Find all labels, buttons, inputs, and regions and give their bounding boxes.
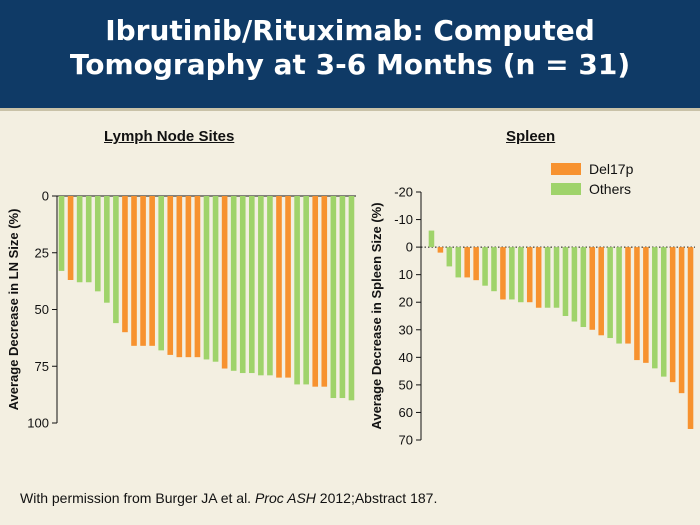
spleen-bar [473,247,479,281]
spleen-ytick-label: 10 [399,267,413,282]
footer-journal: Proc ASH [254,490,316,506]
ln-bar [321,196,328,387]
spleen-bar [518,247,524,303]
spleen-bar [669,247,676,383]
spleen-chart-title: Spleen [506,128,556,145]
title-banner: Ibrutinib/Rituximab: Computed Tomography… [0,0,700,111]
ln-chart-title: Lymph Node Sites [104,128,235,145]
ln-bar [76,196,83,283]
ln-ytick-label: 0 [42,189,49,204]
ln-bar [131,196,137,346]
ln-bar [140,196,146,346]
ln-bar [94,196,101,292]
ln-bar [122,196,128,333]
spleen-ytick-label: -10 [394,212,413,227]
ln-bar [104,196,110,303]
spleen-bar [491,247,497,292]
spleen-y-axis-label: Average Decrease in Spleen Size (%) [369,202,384,429]
spleen-ytick-label: 40 [399,350,413,365]
ln-ytick-label: 50 [35,302,49,317]
spleen-bar [589,247,596,330]
spleen-ytick-label: 70 [399,433,413,448]
ln-bar [67,196,74,280]
ln-bar [58,196,65,271]
ln-bar [312,196,319,387]
spleen-bar [571,247,578,322]
ln-bar [348,196,355,401]
spleen-bar [616,247,622,344]
ln-bar [221,196,228,369]
ln-bar [203,196,210,360]
spleen-bar [482,247,488,286]
spleen-bar [660,247,667,377]
spleen-ytick-label: 0 [406,240,413,255]
ln-bar [176,196,183,358]
ln-bar [330,196,337,399]
spleen-bar [437,247,444,253]
spleen-bar [562,247,569,316]
ln-bar [230,196,237,371]
spleen-bar [678,247,685,394]
spleen-bar [687,247,694,429]
ln-chart: 0 25 50 75 100 Average Decrease in LN Size (%… [6,189,356,431]
ln-bar [113,196,119,324]
legend-swatch-others [551,183,581,195]
ln-ytick-label: 25 [35,245,49,260]
ln-bar [167,196,174,355]
ln-bar [303,196,309,385]
spleen-bar [634,247,640,361]
spleen-bar [446,247,453,267]
ln-bar [85,196,92,283]
ln-bar [185,196,192,358]
spleen-bar [580,247,587,328]
ln-bar [212,196,219,362]
spleen-chart: -20 -10 0 10 20 30 40 50 60 70 Average Decrease in… [369,185,695,448]
ln-bar [248,196,255,374]
spleen-bar [428,230,435,248]
ln-bar [194,196,201,358]
ln-bar [339,196,346,399]
ln-bar [294,196,300,385]
spleen-bar [464,247,470,278]
spleen-bar [544,247,551,308]
ln-bar [285,196,291,378]
spleen-ytick-label: 30 [399,322,413,337]
spleen-bar [526,247,533,303]
ln-ytick-label: 75 [35,359,49,374]
legend-label-del17p: Del17p [589,161,634,177]
ln-bar [258,196,264,376]
spleen-bar [598,247,604,336]
slide-title-line-1: Ibrutinib/Rituximab: Computed [105,14,595,47]
ln-bar [276,196,282,378]
legend-swatch-del17p [551,163,581,175]
spleen-bar [535,247,542,308]
slide-title: Ibrutinib/Rituximab: Computed Tomography… [0,14,700,82]
spleen-ytick-label: 60 [399,405,413,420]
ln-bar [239,196,246,374]
legend: Del17p Others [551,161,634,197]
ln-y-axis-label: Average Decrease in LN Size (%) [6,209,21,411]
slide-title-line-2: Tomography at 3-6 Months (n = 31) [69,48,631,81]
spleen-bar [509,247,515,300]
spleen-ytick-label: 20 [399,295,413,310]
ln-bar [267,196,273,376]
spleen-bar [607,247,613,339]
ln-bar [149,196,155,346]
footer-prefix: With permission from Burger JA et al. [20,490,255,506]
spleen-ytick-label: -20 [394,185,413,200]
spleen-ytick-label: 50 [399,377,413,392]
spleen-bar [500,247,506,300]
spleen-bar [625,247,631,344]
spleen-bar [643,247,649,363]
ln-ytick-label: 100 [27,416,49,431]
ln-bar [158,196,165,351]
spleen-bar [652,247,658,369]
footer-citation: With permission from Burger JA et al. Pr… [20,490,437,506]
footer-suffix: 2012;Abstract 187. [315,490,438,506]
spleen-bar [455,247,462,278]
legend-label-others: Others [589,181,631,197]
spleen-bar [553,247,560,308]
